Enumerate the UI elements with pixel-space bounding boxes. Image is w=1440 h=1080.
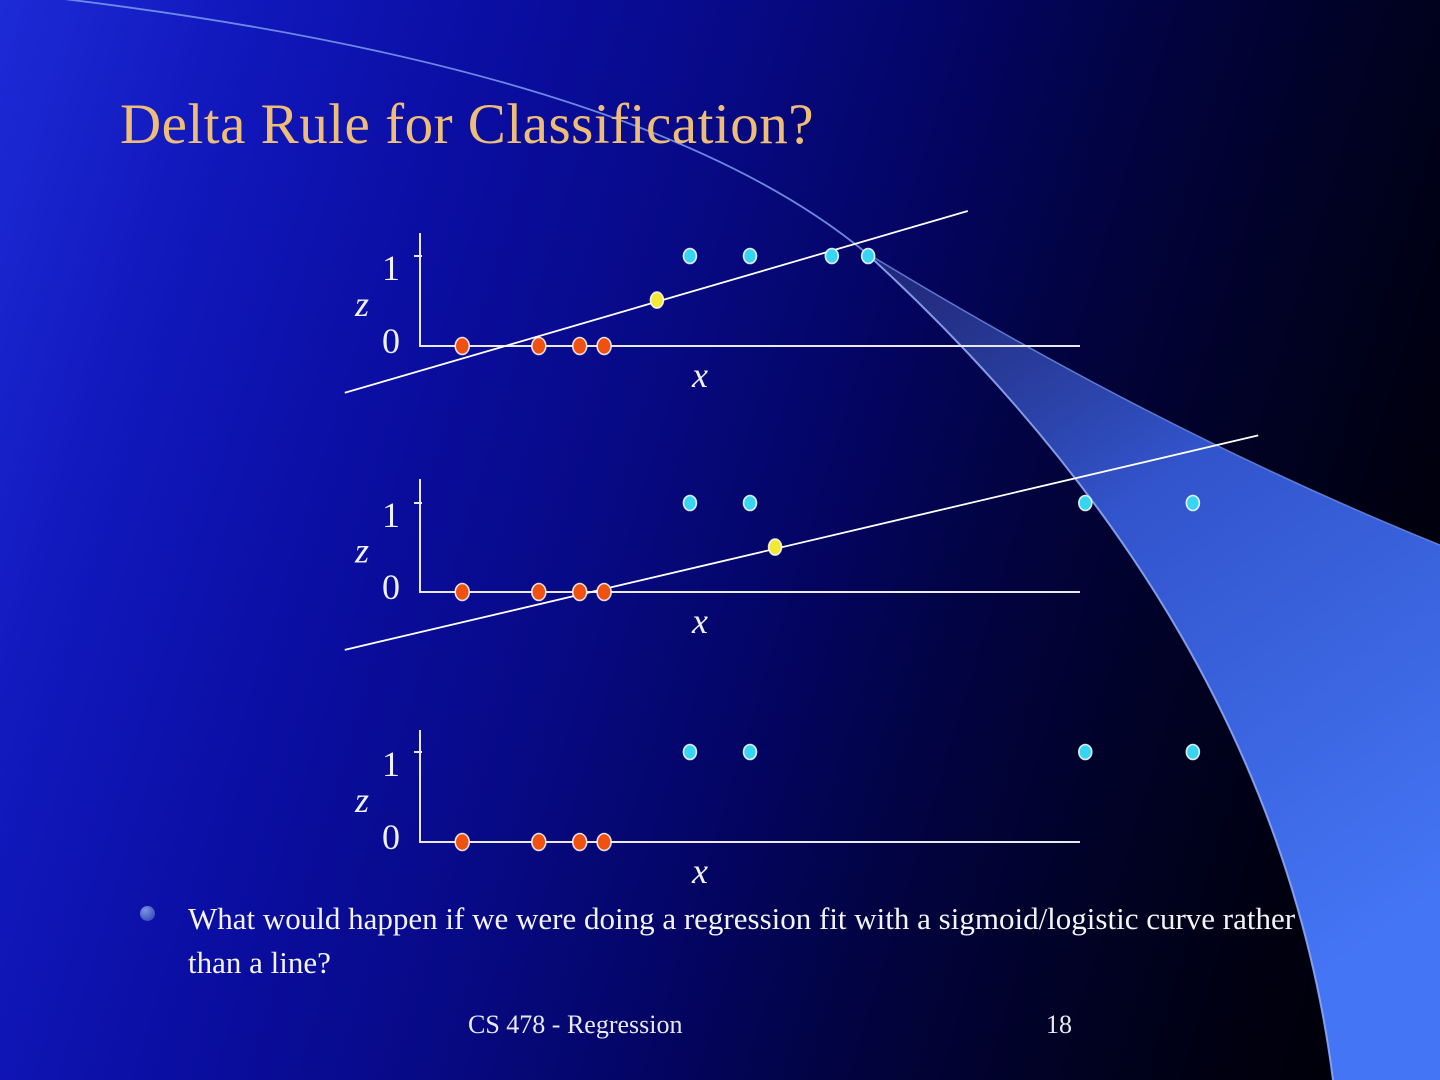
y-axis-label: z [354, 531, 369, 571]
class-0-point [530, 336, 547, 356]
y-tick-label-1: 1 [382, 744, 400, 784]
class-1-point [682, 743, 698, 761]
plot-middle: 1 0z x [344, 434, 1259, 651]
y-tick-label-1: 1 [382, 248, 400, 288]
fit-line [344, 434, 1259, 651]
class-1-point [742, 494, 758, 512]
class-0-point [571, 336, 588, 356]
class-1-point [682, 247, 698, 265]
plot-top: 1 0z x [344, 210, 1080, 395]
slide-title: Delta Rule for Classification? [120, 93, 815, 156]
x-axis-label: x [691, 601, 708, 641]
y-axis-label: z [354, 284, 369, 324]
bullet-icon [140, 906, 155, 921]
swoosh-band-top-edge [864, 251, 1440, 546]
y-tick-label-1: 1 [382, 495, 400, 535]
footer-course: CS 478 - Regression [468, 1010, 683, 1039]
footer-page-number: 18 [1046, 1010, 1072, 1039]
class-0-point [454, 336, 471, 356]
class-1-point [742, 743, 758, 761]
class-0-point [571, 582, 588, 602]
y-axis-label: z [354, 780, 369, 820]
class-1-point [1077, 494, 1093, 512]
swoosh-band [865, 252, 1440, 1080]
swoosh-thin-curve [64, 0, 866, 253]
bullet-text: What would happen if we were doing a reg… [188, 901, 1296, 980]
class-0-point [454, 582, 471, 602]
fit-point-point [649, 291, 665, 309]
class-1-point [1185, 743, 1201, 761]
class-1-point [860, 247, 876, 265]
x-axis-label: x [691, 355, 708, 395]
class-1-point [1077, 743, 1093, 761]
y-tick-label-0: 0 [382, 817, 400, 857]
y-tick-label-0: 0 [382, 567, 400, 607]
class-0-point [596, 832, 612, 852]
class-0-point [596, 582, 612, 602]
y-tick-label-0: 0 [382, 321, 400, 361]
class-1-point [1185, 494, 1201, 512]
class-0-point [454, 832, 471, 852]
class-0-point [571, 832, 588, 852]
class-0-point [530, 832, 547, 852]
fit-point-point [767, 538, 783, 556]
x-axis-label: x [691, 851, 708, 891]
class-1-point [682, 494, 698, 512]
class-0-point [530, 582, 547, 602]
class-1-point [742, 247, 758, 265]
class-1-point [824, 247, 840, 265]
swoosh-band-left-edge [864, 251, 1334, 1080]
plot-bottom: 1 0z x [354, 730, 1201, 891]
class-0-point [596, 336, 612, 356]
